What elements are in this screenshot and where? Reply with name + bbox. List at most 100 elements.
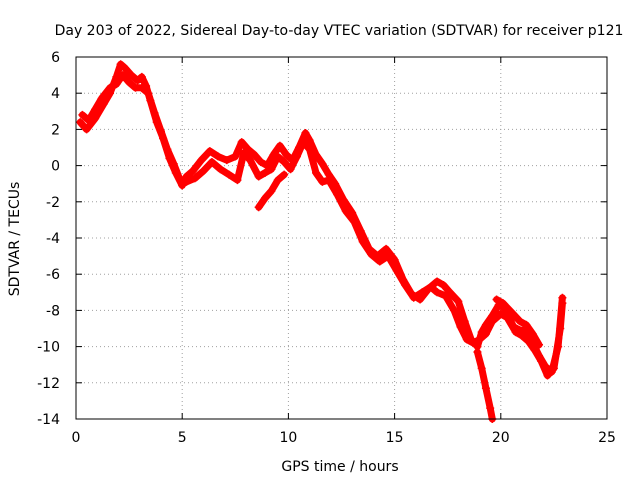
y-tick-label: 4 bbox=[51, 86, 60, 102]
data-point bbox=[558, 299, 567, 308]
data-point bbox=[84, 116, 93, 125]
data-point bbox=[450, 306, 459, 315]
data-point bbox=[358, 237, 367, 246]
data-point bbox=[254, 203, 263, 212]
data-point bbox=[280, 157, 289, 166]
data-point bbox=[97, 94, 106, 103]
data-point bbox=[169, 159, 178, 168]
data-point bbox=[233, 176, 242, 185]
data-point bbox=[312, 168, 321, 177]
data-point bbox=[515, 317, 524, 326]
data-point bbox=[267, 165, 276, 174]
data-point bbox=[549, 364, 558, 373]
data-point bbox=[82, 125, 91, 134]
data-point bbox=[299, 138, 308, 147]
data-point bbox=[382, 244, 391, 253]
data-point bbox=[231, 152, 240, 161]
data-point bbox=[239, 148, 248, 157]
data-point bbox=[78, 110, 87, 119]
data-point bbox=[256, 157, 265, 166]
y-tick-label: -6 bbox=[46, 267, 60, 283]
data-point bbox=[488, 317, 497, 326]
data-point bbox=[292, 152, 301, 161]
chart-title: Day 203 of 2022, Sidereal Day-to-day VTE… bbox=[55, 23, 624, 39]
data-point bbox=[518, 331, 527, 340]
data-point bbox=[535, 340, 544, 349]
data-point bbox=[409, 293, 418, 302]
y-tick-label: -8 bbox=[46, 303, 60, 319]
axis-ticks bbox=[75, 56, 608, 420]
data-point bbox=[486, 404, 495, 413]
data-point bbox=[127, 71, 136, 80]
data-point bbox=[333, 190, 342, 199]
y-tick-label: 2 bbox=[51, 122, 60, 138]
x-tick-label: 25 bbox=[598, 430, 616, 446]
data-point bbox=[273, 176, 282, 185]
data-point bbox=[473, 348, 482, 357]
data-point bbox=[475, 335, 484, 344]
y-axis-label: SDTVAR / TECUs bbox=[7, 182, 23, 297]
data-point bbox=[367, 250, 376, 259]
data-point bbox=[237, 138, 246, 147]
data-point bbox=[375, 257, 384, 266]
y-tick-label: 6 bbox=[51, 50, 60, 66]
data-point bbox=[433, 288, 442, 297]
data-point bbox=[244, 145, 253, 154]
data-point bbox=[439, 281, 448, 290]
x-tick-label: 15 bbox=[386, 430, 404, 446]
data-point bbox=[116, 60, 125, 69]
data-point bbox=[199, 167, 208, 176]
data-point bbox=[91, 105, 100, 114]
data-point bbox=[507, 308, 516, 317]
data-point bbox=[207, 157, 216, 166]
data-point bbox=[433, 277, 442, 286]
data-point bbox=[456, 322, 465, 331]
data-point bbox=[250, 150, 259, 159]
data-point bbox=[267, 186, 276, 195]
x-axis-label: GPS time / hours bbox=[281, 459, 398, 475]
data-point bbox=[144, 89, 153, 98]
data-point bbox=[537, 357, 546, 366]
data-point bbox=[205, 147, 214, 156]
data-point bbox=[216, 165, 225, 174]
x-tick-label: 0 bbox=[72, 430, 81, 446]
data-point bbox=[76, 118, 85, 127]
x-tick-label: 10 bbox=[279, 430, 297, 446]
data-point bbox=[454, 297, 463, 306]
data-point bbox=[105, 83, 114, 92]
data-point bbox=[261, 168, 270, 177]
x-tick-label: 5 bbox=[178, 430, 187, 446]
data-point bbox=[163, 145, 172, 154]
data-point bbox=[305, 145, 314, 154]
data-point bbox=[280, 170, 289, 179]
data-point bbox=[556, 324, 565, 333]
data-point bbox=[528, 329, 537, 338]
data-point bbox=[426, 282, 435, 291]
y-tick-label: -14 bbox=[37, 412, 60, 428]
data-point bbox=[469, 338, 478, 347]
data-point bbox=[318, 177, 327, 186]
data-point bbox=[462, 335, 471, 344]
data-point bbox=[188, 167, 197, 176]
data-point bbox=[112, 80, 121, 89]
data-traces bbox=[76, 60, 567, 423]
data-point bbox=[318, 159, 327, 168]
data-point bbox=[481, 329, 490, 338]
data-point bbox=[524, 337, 533, 346]
data-point bbox=[324, 176, 333, 185]
data-point bbox=[137, 83, 146, 92]
data-point bbox=[530, 346, 539, 355]
data-point bbox=[118, 71, 127, 80]
data-point bbox=[350, 217, 359, 226]
data-point bbox=[156, 127, 165, 136]
data-point bbox=[341, 206, 350, 215]
data-point bbox=[401, 281, 410, 290]
data-point bbox=[481, 384, 490, 393]
y-tick-label: -2 bbox=[46, 195, 60, 211]
data-point bbox=[190, 174, 199, 183]
data-point bbox=[275, 141, 284, 150]
data-point bbox=[261, 194, 270, 203]
data-point bbox=[496, 310, 505, 319]
